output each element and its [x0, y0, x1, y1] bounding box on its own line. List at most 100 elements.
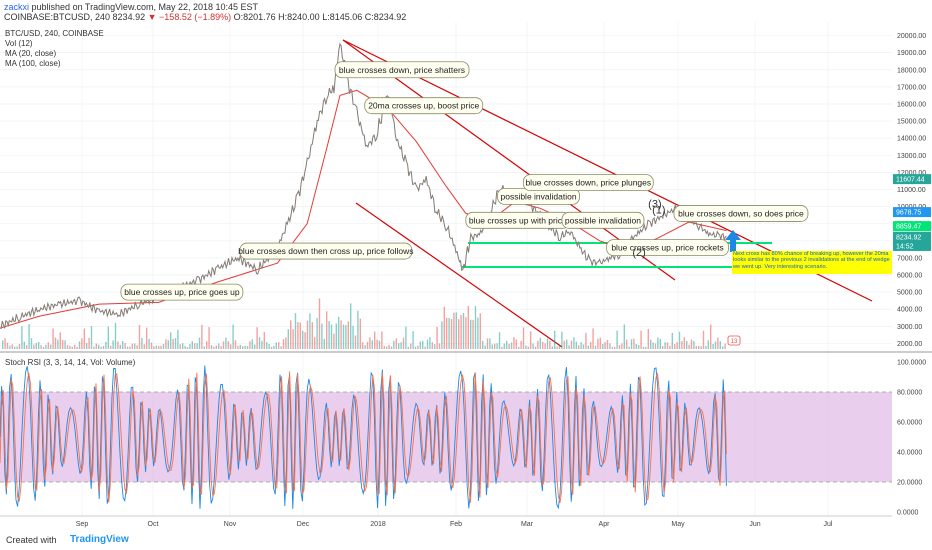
volume-bar	[9, 345, 11, 349]
volume-bar	[359, 318, 361, 349]
price-tick-label: 19000.00	[897, 50, 926, 57]
volume-bar	[496, 343, 498, 349]
rsi-tick-label: 100.0000	[897, 360, 926, 367]
stoch-rsi-pane[interactable]: 100.0000 80.0000 60.0000 40.0000 20.0000 0.00…	[0, 360, 926, 517]
legend-entry: BTC/USD, 240, COINBASE	[5, 29, 104, 38]
annotation-bubble[interactable]	[120, 283, 244, 301]
annotation-bubble[interactable]	[606, 239, 729, 257]
rsi-tick-label: 40.0000	[897, 450, 922, 457]
volume-bar	[671, 332, 673, 349]
volume-bar	[225, 337, 227, 349]
volume-bar	[345, 325, 347, 349]
volume-bar	[390, 346, 393, 349]
annotation-bubble[interactable]	[673, 205, 809, 222]
volume-bar	[357, 310, 359, 349]
annotation[interactable]: possible invalidation	[561, 211, 645, 229]
time-tick-label: Mar	[521, 521, 534, 528]
volume-bar	[712, 344, 714, 349]
volume-bar	[98, 344, 100, 349]
annotation-text: blue crosses up, price goes up	[124, 287, 240, 297]
stoch-k-line	[0, 365, 727, 510]
price-tick-label: 16000.00	[897, 101, 926, 108]
price-line-shadow	[0, 43, 727, 329]
volume-bar	[686, 340, 688, 349]
volume-bar	[498, 332, 501, 349]
annotation[interactable]: 20ma crosses up, boost price	[364, 97, 484, 115]
volume-bar	[78, 341, 81, 349]
volume-bar	[662, 346, 664, 349]
volume-bar	[537, 340, 539, 349]
wedge-lower-line[interactable]	[355, 202, 563, 348]
volume-bar	[551, 346, 553, 349]
volume-bar	[388, 344, 390, 349]
annotation[interactable]: blue crosses up with price	[465, 211, 571, 229]
volume-bar	[568, 345, 570, 349]
volume-bar	[544, 343, 546, 349]
volume-bar	[501, 346, 503, 349]
rsi-title: Stoch RSI (3, 3, 14, 14, Vol: Volume)	[5, 358, 136, 367]
note-text: Next cross has 80% chance of breaking up…	[733, 251, 890, 270]
volume-bar	[246, 346, 249, 349]
annotation-bubble[interactable]	[239, 242, 413, 260]
volume-bar	[470, 319, 472, 349]
volume-bar	[383, 345, 385, 349]
volume-bar	[611, 346, 613, 349]
annotation[interactable]: blue crosses up, price goes up	[120, 283, 244, 301]
volume-bar	[182, 343, 184, 349]
annotation[interactable]: blue crosses down, so does price	[673, 205, 809, 222]
volume-bar	[88, 337, 90, 349]
volume-bar	[131, 343, 133, 349]
volume-bar	[81, 338, 83, 349]
volume-bar	[326, 311, 328, 349]
volume-bar	[64, 340, 66, 349]
volume-bar	[86, 343, 88, 349]
annotation-bubbles[interactable]: blue crosses up, price goes up blue cross…	[120, 61, 809, 301]
price-tag-text: 8859.47	[896, 224, 921, 231]
volume-bar	[57, 339, 59, 349]
volume-bar	[698, 345, 700, 349]
price-tag-text: 8234.92	[896, 234, 921, 241]
volume-bar	[38, 341, 40, 349]
volume-bar	[107, 326, 109, 349]
volume-bar	[249, 341, 251, 349]
volume-bar	[597, 338, 599, 349]
volume-bar	[635, 343, 637, 349]
volume-bar	[126, 346, 129, 349]
annotation[interactable]: blue crosses down, price shatters	[334, 61, 470, 79]
legend-entry: Vol (12)	[5, 39, 33, 48]
volume-bar	[59, 332, 61, 349]
annotation-bubble[interactable]	[561, 211, 645, 229]
volume-bar	[105, 341, 107, 349]
volume-bar	[306, 320, 309, 349]
volume-bar	[287, 329, 289, 349]
price-chart[interactable]: blue crosses up, price goes up blue cross…	[0, 22, 932, 530]
legend-entry: MA (100, close)	[5, 59, 61, 68]
volume-bar	[112, 340, 114, 349]
volume-bar	[52, 328, 54, 349]
author-link[interactable]: zackxi	[4, 2, 30, 12]
volume-bar	[263, 331, 265, 349]
price-tag	[893, 207, 931, 218]
volume-bar	[414, 346, 417, 349]
annotation[interactable]: blue crosses up, price rockets	[606, 239, 729, 257]
volume-bar	[566, 339, 568, 349]
volume-bar	[316, 318, 318, 349]
tradingview-logo[interactable]: TradingView	[70, 534, 129, 545]
volume-bar	[328, 321, 330, 349]
annotation-text: blue crosses down, so does price	[678, 208, 804, 218]
rsi-tick-label: 0.0000	[897, 510, 919, 517]
annotation[interactable]: blue crosses down, price plunges	[522, 174, 654, 192]
volume-bar	[237, 345, 239, 349]
volume-bar	[443, 306, 445, 349]
rsi-tick-label: 80.0000	[897, 390, 922, 397]
annotation[interactable]: blue crosses down then cross up, price f…	[238, 242, 413, 260]
annotation-bubble[interactable]	[522, 174, 654, 192]
volume-bar	[155, 345, 157, 349]
volume-bar	[448, 317, 450, 349]
volume-bar	[450, 318, 453, 349]
price-tick-label: 13000.00	[897, 153, 926, 160]
volume-bar	[719, 341, 721, 349]
annotation-bubble[interactable]	[334, 61, 470, 79]
volume-bar	[198, 337, 201, 349]
annotation-bubble[interactable]	[364, 97, 484, 115]
